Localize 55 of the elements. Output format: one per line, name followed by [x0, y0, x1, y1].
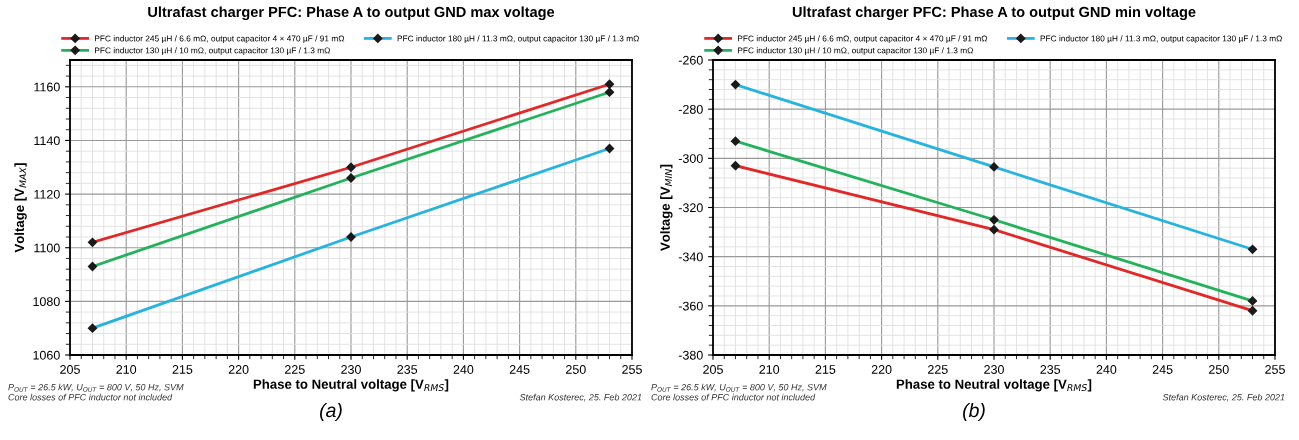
y-tick-label: -260 — [678, 55, 703, 65]
x-tick-label: 215 — [172, 365, 193, 374]
text: Core losses of PFC inductor not included — [8, 393, 173, 401]
y-tick-label: 1140 — [34, 136, 60, 146]
text: Core losses of PFC inductor not included — [651, 393, 816, 401]
x-tick-label: 210 — [759, 365, 780, 374]
legend-label: PFC inductor 245 µH / 6.6 mΩ, output capacitor 4 × 470 µF / 91 mΩ — [737, 35, 988, 44]
text: P$_{OUT}$ = 26.5 kW, U$_{OUT}$ = 800 V, 50 Hz, SVM — [8, 383, 184, 392]
x-tick-label: 250 — [566, 365, 586, 374]
y-tick-label: -320 — [678, 203, 703, 213]
x-tick-label: 240 — [1096, 365, 1117, 374]
legend-label: PFC inductor 130 µH / 10 mΩ, output capacitor 130 µF / 1.3 mΩ — [94, 47, 331, 55]
y-tick-label: 1100 — [34, 243, 60, 253]
x-tick-label: 225 — [285, 365, 305, 374]
x-tick-label: 205 — [60, 365, 80, 374]
y-tick-label: 1080 — [33, 297, 60, 307]
x-tick-label: 205 — [703, 365, 723, 374]
y-tick-label: 1120 — [34, 189, 60, 199]
y-tick-label: -340 — [678, 252, 703, 262]
text: Stefan Kosterec, 25. Feb 2021 — [1162, 393, 1285, 402]
legend-label: PFC inductor 180 µH / 11.3 mΩ, output capacitor 130 µF / 1.3 mΩ — [397, 35, 640, 44]
x-tick-label: 240 — [453, 365, 474, 374]
text: Stefan Kosterec, 25. Feb 2021 — [519, 393, 642, 402]
x-tick-label: 230 — [984, 365, 1004, 374]
y-tick-label: -380 — [678, 350, 703, 360]
x-tick-label: 245 — [509, 365, 530, 374]
y-tick-label: -360 — [678, 301, 703, 311]
chart-title: Ultrafast charger PFC: Phase A to output GND min voltage — [792, 6, 1196, 21]
text: P$_{OUT}$ = 26.5 kW, U$_{OUT}$ = 800 V, 50 Hz, SVM — [651, 383, 827, 392]
y-tick-label: -300 — [678, 154, 703, 163]
x-tick-label: 225 — [928, 365, 948, 374]
x-tick-label: 255 — [622, 365, 642, 374]
x-axis-title: Phase to Neutral voltage [V$_{RMS}$] — [253, 379, 449, 392]
chart-title: Ultrafast charger PFC: Phase A to output GND max voltage — [148, 6, 555, 21]
x-tick-label: 215 — [815, 365, 836, 374]
x-tick-label: 235 — [397, 365, 418, 374]
x-axis-title: Phase to Neutral voltage [V$_{RMS}$] — [896, 379, 1092, 392]
text: (b) — [963, 402, 985, 422]
y-tick-label: 1060 — [33, 350, 60, 360]
y-tick-label: 1160 — [34, 82, 60, 92]
legend-label: PFC inductor 180 µH / 11.3 mΩ, output capacitor 130 µF / 1.3 mΩ — [1040, 35, 1283, 44]
x-tick-label: 230 — [341, 365, 361, 374]
legend-label: PFC inductor 245 µH / 6.6 mΩ, output capacitor 4 × 470 µF / 91 mΩ — [94, 35, 345, 44]
x-tick-label: 255 — [1265, 365, 1285, 374]
y-axis-title: Voltage [V$_{MIN}$] — [660, 164, 673, 251]
text: (a) — [320, 402, 342, 422]
y-axis-title: Voltage [V$_{MAX}$] — [14, 163, 27, 253]
x-tick-label: 235 — [1040, 365, 1061, 374]
x-tick-label: 210 — [116, 365, 137, 374]
x-tick-label: 250 — [1209, 365, 1229, 374]
y-tick-label: -280 — [678, 104, 703, 114]
x-tick-label: 220 — [228, 365, 249, 374]
x-tick-label: 245 — [1152, 365, 1173, 374]
x-tick-label: 220 — [871, 365, 892, 374]
legend-label: PFC inductor 130 µH / 10 mΩ, output capacitor 130 µF / 1.3 mΩ — [737, 47, 974, 55]
